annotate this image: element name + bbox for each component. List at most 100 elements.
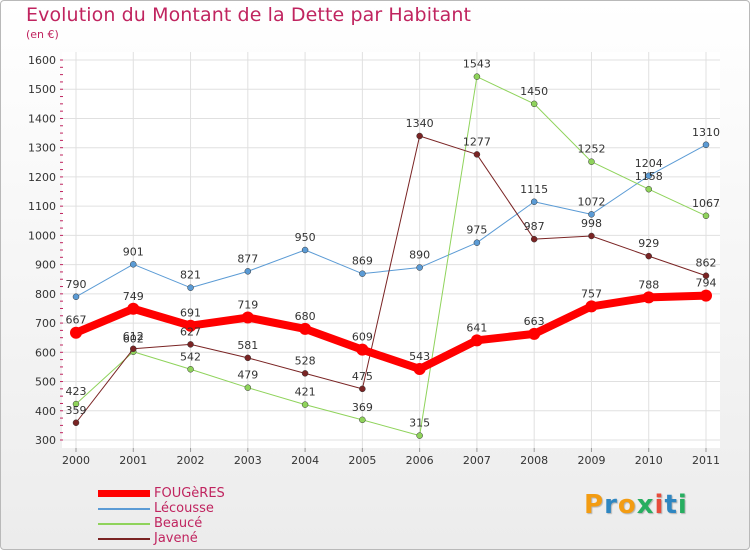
data-label: 612 — [123, 330, 144, 343]
data-point — [702, 272, 710, 279]
data-label: 680 — [295, 310, 316, 323]
data-point — [130, 345, 137, 353]
logo-letter: P — [584, 490, 605, 520]
y-tick-label: 900 — [35, 259, 56, 272]
data-point — [473, 73, 481, 80]
data-point — [588, 158, 595, 165]
chart-legend: FOUGèRES Lécousse Beaucé Javené — [98, 486, 225, 546]
data-label: 950 — [295, 231, 316, 244]
logo-letter: t — [664, 490, 678, 520]
x-tick-label: 2007 — [463, 454, 491, 467]
data-label: 609 — [352, 331, 373, 344]
data-point — [416, 264, 423, 271]
data-label: 929 — [638, 237, 659, 250]
legend-item: Javené — [98, 531, 225, 546]
data-label: 869 — [352, 255, 373, 268]
y-tick-label: 1500 — [28, 83, 56, 96]
data-point — [299, 322, 312, 335]
x-tick-label: 2004 — [291, 454, 319, 467]
data-point — [187, 366, 194, 373]
data-label: 1072 — [577, 195, 605, 208]
data-point — [72, 419, 80, 427]
x-tick-label: 2011 — [692, 454, 720, 467]
y-tick-label: 1000 — [28, 229, 56, 242]
data-label: 790 — [66, 278, 87, 291]
y-tick-label: 1300 — [28, 142, 56, 155]
data-label: 1340 — [406, 117, 434, 130]
data-point — [72, 400, 80, 408]
plot-area — [62, 52, 720, 448]
series-line — [75, 76, 707, 437]
chart-title: Evolution du Montant de la Dette par Hab… — [26, 4, 472, 26]
legend-swatch — [98, 522, 150, 525]
data-point — [473, 239, 481, 246]
data-point — [241, 311, 254, 324]
legend-swatch — [98, 490, 150, 497]
data-point — [130, 261, 137, 268]
data-point — [413, 362, 426, 375]
data-point — [645, 185, 652, 193]
series-line — [72, 291, 710, 373]
data-label: 1450 — [520, 85, 548, 98]
data-label: 641 — [466, 321, 487, 334]
x-tick-label: 2002 — [177, 454, 205, 467]
y-tick-label: 1600 — [28, 54, 56, 67]
data-point — [359, 270, 366, 277]
legend-label: Beaucé — [154, 516, 203, 531]
data-point — [528, 327, 541, 340]
logo-letter: x — [636, 490, 655, 520]
data-label: 998 — [581, 217, 602, 230]
data-point — [588, 211, 595, 218]
data-point — [244, 384, 252, 391]
data-label: 1277 — [463, 135, 491, 148]
y-tick-label: 1200 — [28, 171, 56, 184]
data-point — [588, 232, 595, 240]
data-point — [187, 284, 194, 291]
logo-letter: i — [654, 490, 665, 520]
x-tick-label: 2010 — [635, 454, 663, 467]
x-tick-label: 2005 — [348, 454, 376, 467]
data-point — [642, 291, 655, 304]
data-point — [702, 212, 710, 220]
logo-letter: r — [604, 490, 618, 520]
data-label: 788 — [638, 278, 659, 291]
data-label: 901 — [123, 245, 144, 258]
data-label: 581 — [237, 339, 258, 352]
data-label: 1204 — [635, 157, 663, 170]
data-label: 369 — [352, 401, 373, 414]
series-line — [75, 135, 707, 424]
y-tick-label: 500 — [35, 376, 56, 389]
data-label: 877 — [237, 252, 258, 265]
y-tick-label: 400 — [35, 405, 56, 418]
data-point — [700, 289, 712, 302]
x-tick-label: 2008 — [520, 454, 548, 467]
data-label: 821 — [180, 269, 201, 282]
data-label: 667 — [66, 314, 87, 327]
data-point — [416, 432, 423, 439]
x-tick-label: 2001 — [119, 454, 147, 467]
y-tick-label: 800 — [35, 288, 56, 301]
data-label: 315 — [409, 417, 430, 430]
x-tick-label: 2006 — [406, 454, 434, 467]
data-point — [530, 198, 538, 206]
data-label: 421 — [295, 386, 316, 399]
legend-label: FOUGèRES — [154, 486, 225, 501]
data-label: 890 — [409, 249, 430, 262]
legend-item: FOUGèRES — [98, 486, 225, 501]
data-label: 423 — [66, 385, 87, 398]
data-label: 602 — [123, 333, 144, 346]
data-point — [359, 416, 366, 424]
data-point — [72, 293, 80, 301]
data-label: 479 — [237, 369, 258, 382]
data-label: 528 — [295, 354, 316, 367]
data-label: 475 — [352, 370, 373, 383]
data-label: 691 — [180, 307, 201, 320]
data-label: 749 — [123, 290, 144, 303]
data-point — [470, 334, 483, 347]
logo-letter: i — [677, 490, 688, 520]
data-label: 1115 — [520, 183, 548, 196]
data-point — [645, 252, 652, 260]
y-tick-label: 600 — [35, 346, 56, 359]
data-label: 359 — [66, 404, 87, 417]
